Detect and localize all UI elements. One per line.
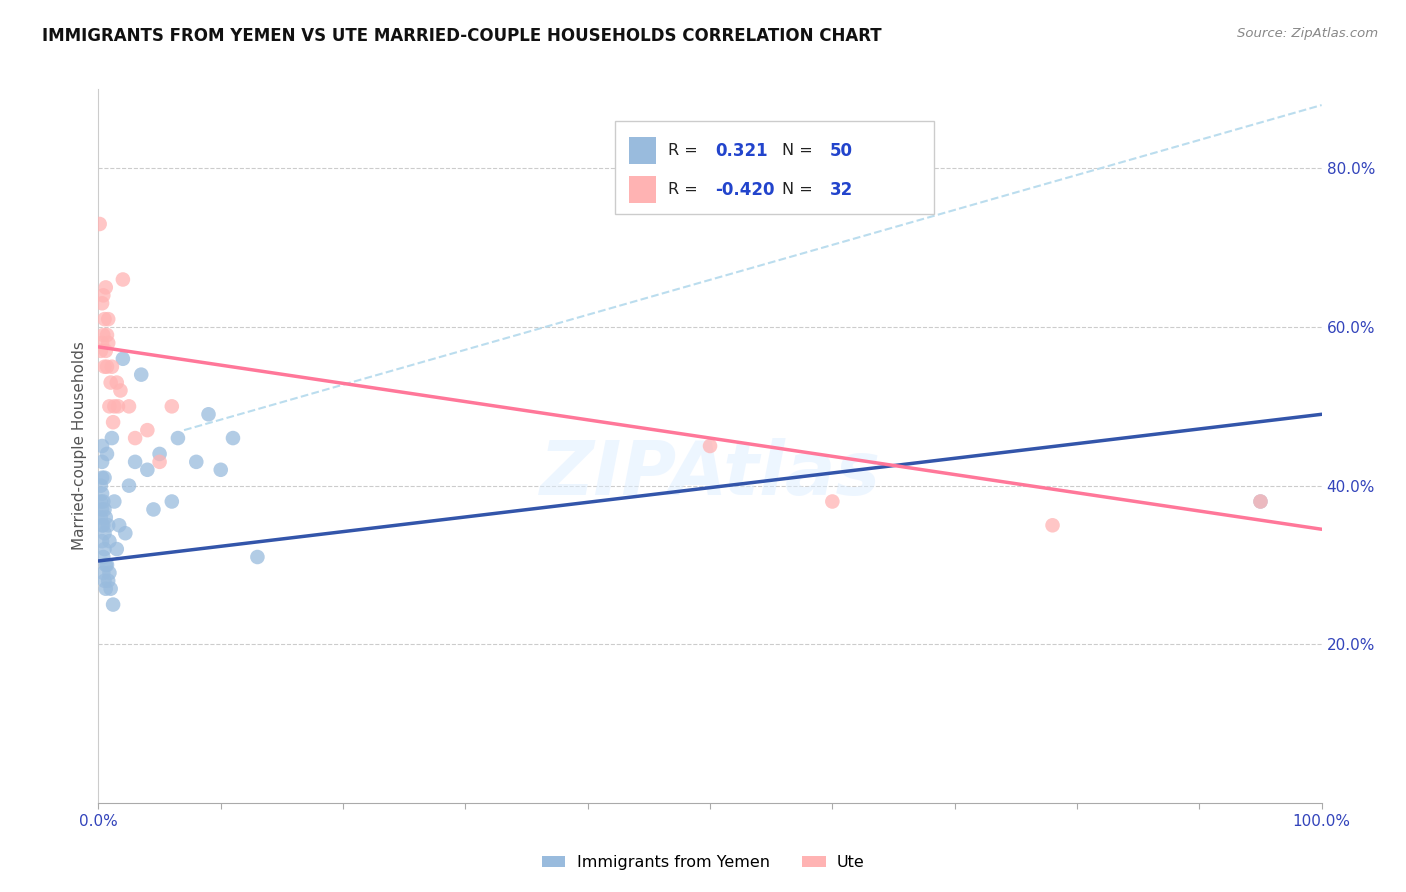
Point [209, 463, 232, 477]
Point [91, 518, 114, 533]
Text: N =: N = [782, 143, 813, 158]
Point [105, 542, 128, 557]
Point [108, 518, 131, 533]
Point [91, 566, 114, 580]
Point [103, 494, 125, 508]
Text: Source: ZipAtlas.com: Source: ZipAtlas.com [1237, 27, 1378, 40]
Point [90, 343, 112, 358]
Point [101, 431, 124, 445]
Point [91, 335, 114, 350]
Point [91, 549, 114, 564]
Point [118, 478, 141, 492]
Text: 32: 32 [830, 181, 853, 199]
Point [91, 288, 114, 302]
Text: 0.321: 0.321 [714, 142, 768, 160]
Point [96, 558, 118, 572]
Point [160, 494, 183, 508]
Point [101, 359, 124, 374]
Point [124, 455, 146, 469]
Point [101, 415, 124, 429]
Point [91, 486, 114, 500]
Point [186, 455, 208, 469]
Point [821, 494, 844, 508]
Point [98, 400, 121, 414]
Point [91, 494, 114, 508]
Point [111, 351, 134, 366]
Text: N =: N = [782, 182, 813, 197]
Point [107, 400, 129, 414]
Point [97, 335, 120, 350]
Point [91, 296, 114, 310]
Text: ZIPAtlas: ZIPAtlas [540, 438, 880, 511]
Point [111, 272, 134, 286]
Point [142, 502, 165, 516]
Point [110, 384, 132, 398]
Point [699, 439, 721, 453]
Point [98, 534, 121, 549]
Point [96, 328, 118, 343]
Point [96, 359, 118, 374]
Text: 50: 50 [830, 142, 853, 160]
Point [118, 400, 141, 414]
Point [94, 510, 117, 524]
Point [91, 328, 114, 343]
Point [129, 368, 152, 382]
Point [94, 343, 117, 358]
Point [93, 502, 115, 516]
Point [97, 312, 120, 326]
Point [90, 510, 112, 524]
Point [94, 582, 117, 596]
Point [136, 463, 159, 477]
Point [1042, 518, 1064, 533]
FancyBboxPatch shape [630, 137, 657, 164]
Point [89, 217, 111, 231]
Point [93, 471, 115, 485]
Point [105, 376, 128, 390]
Text: R =: R = [668, 182, 699, 197]
FancyBboxPatch shape [614, 121, 934, 214]
Point [93, 542, 115, 557]
Point [124, 431, 146, 445]
Legend: Immigrants from Yemen, Ute: Immigrants from Yemen, Ute [536, 849, 870, 877]
Point [91, 455, 114, 469]
Point [91, 439, 114, 453]
Point [96, 447, 118, 461]
Point [94, 280, 117, 294]
Y-axis label: Married-couple Households: Married-couple Households [72, 342, 87, 550]
FancyBboxPatch shape [630, 177, 657, 203]
Point [149, 447, 172, 461]
Point [136, 423, 159, 437]
Point [97, 574, 120, 588]
Point [91, 534, 114, 549]
Point [222, 431, 245, 445]
Point [94, 558, 117, 572]
Point [93, 312, 115, 326]
Point [1249, 494, 1271, 508]
Point [90, 494, 112, 508]
Text: IMMIGRANTS FROM YEMEN VS UTE MARRIED-COUPLE HOUSEHOLDS CORRELATION CHART: IMMIGRANTS FROM YEMEN VS UTE MARRIED-COU… [42, 27, 882, 45]
Text: -0.420: -0.420 [714, 181, 775, 199]
Point [103, 400, 125, 414]
Point [100, 376, 122, 390]
Point [97, 518, 120, 533]
Point [93, 574, 115, 588]
Point [101, 598, 124, 612]
Point [114, 526, 136, 541]
Point [197, 407, 219, 421]
Point [98, 566, 121, 580]
Point [91, 471, 114, 485]
Point [160, 400, 183, 414]
Point [91, 502, 114, 516]
Point [246, 549, 269, 564]
Point [167, 431, 190, 445]
Point [90, 478, 112, 492]
Point [91, 518, 114, 533]
Point [149, 455, 172, 469]
Point [93, 359, 115, 374]
Text: R =: R = [668, 143, 699, 158]
Point [100, 582, 122, 596]
Point [1249, 494, 1271, 508]
Point [93, 526, 115, 541]
